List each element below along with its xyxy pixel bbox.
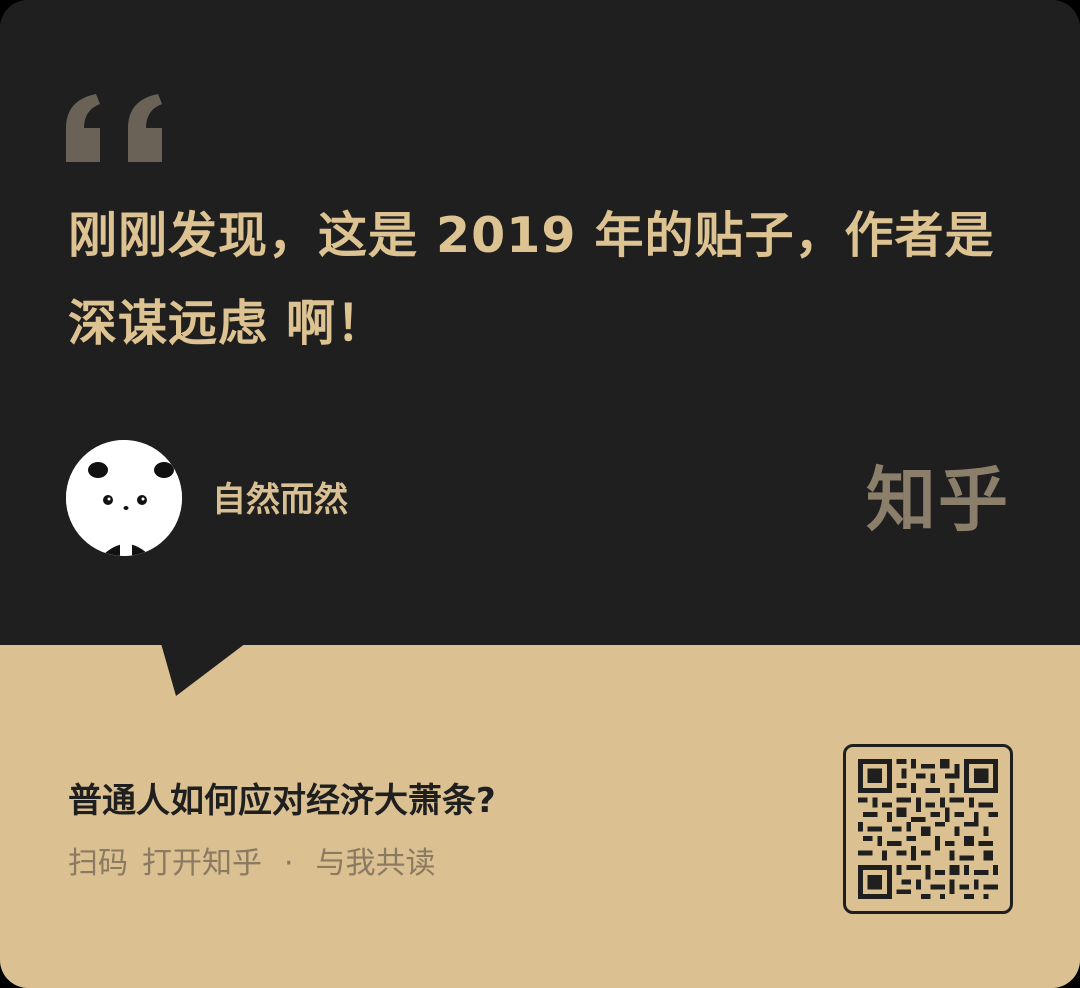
scan-label: 扫码	[68, 846, 128, 881]
qr-code-icon	[858, 759, 998, 899]
scan-hint: 扫码 打开知乎 · 与我共读	[68, 842, 436, 886]
qr-code[interactable]	[843, 744, 1013, 914]
panda-avatar-icon	[66, 440, 182, 556]
zhihu-logo: 知乎	[866, 459, 1010, 541]
read-together-label: 与我共读	[315, 846, 436, 881]
question-title[interactable]: 普通人如何应对经济大萧条?	[68, 781, 496, 821]
speech-bubble-tail	[160, 640, 250, 696]
quote-panel: 刚刚发现，这是 2019 年的贴子，作者是深谋远虑 啊！ 自然而然 知乎	[66, 94, 1010, 556]
author-name[interactable]: 自然而然	[212, 480, 348, 520]
avatar[interactable]	[66, 440, 182, 556]
quote-text: 刚刚发现，这是 2019 年的贴子，作者是深谋远虑 啊！	[68, 207, 995, 352]
open-app-label: 打开知乎	[142, 846, 262, 881]
separator-dot: ·	[284, 846, 294, 881]
quote-mark-icon	[66, 94, 162, 162]
